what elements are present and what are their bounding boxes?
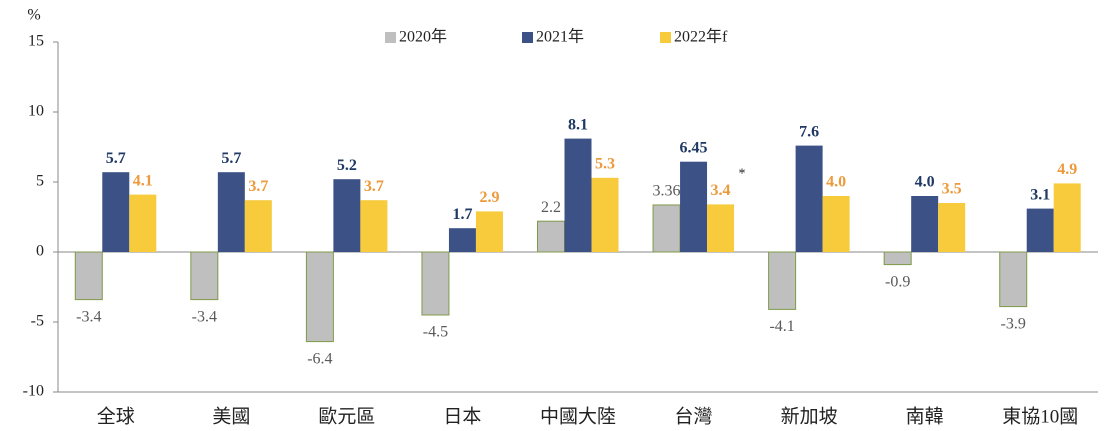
legend-swatch — [660, 32, 671, 43]
y-tick-label: 15 — [28, 33, 44, 50]
x-tick-label: 南韓 — [906, 405, 944, 427]
value-label: 7.6 — [799, 123, 819, 140]
value-label: 3.4 — [711, 182, 731, 199]
x-tick-label: 台灣 — [675, 405, 713, 427]
value-label: 2.2 — [541, 199, 561, 216]
bar — [564, 138, 592, 252]
bar — [333, 179, 361, 252]
bar — [652, 204, 681, 253]
x-tick-label: 新加坡 — [781, 405, 838, 427]
x-tick-label: 全球 — [97, 405, 135, 427]
value-label: -3.4 — [76, 308, 101, 325]
x-tick-label: 美國 — [212, 405, 250, 427]
annotation: * — [739, 167, 746, 182]
bar — [537, 220, 565, 253]
value-label: 6.45 — [680, 139, 708, 156]
bar — [795, 145, 823, 252]
bar — [448, 228, 476, 252]
bar — [129, 194, 157, 252]
value-label: 3.7 — [248, 178, 268, 195]
value-label: 5.7 — [106, 150, 126, 167]
y-tick-label: -5 — [31, 313, 44, 330]
value-label: 5.2 — [337, 157, 357, 174]
value-label: -4.5 — [423, 324, 448, 341]
value-label: -3.4 — [192, 308, 217, 325]
x-tick-label: 中國大陸 — [540, 405, 616, 427]
value-label: 3.5 — [942, 181, 962, 198]
bar — [822, 196, 850, 252]
y-tick-label: 5 — [36, 173, 44, 190]
legend-swatch — [385, 32, 396, 43]
legend-label: 2022年f — [674, 28, 728, 46]
value-label: 4.9 — [1057, 161, 1077, 178]
bar — [102, 172, 130, 252]
legend-label: 2020年 — [399, 28, 447, 46]
bar — [768, 251, 797, 310]
value-label: 3.36 — [653, 183, 681, 200]
value-label: -6.4 — [307, 350, 332, 367]
bar — [680, 161, 708, 252]
value-label: 4.0 — [826, 174, 846, 191]
bar — [591, 177, 619, 252]
value-label: 3.1 — [1030, 186, 1050, 203]
value-label: 8.1 — [568, 116, 588, 133]
bar — [938, 203, 966, 252]
y-tick-label: 10 — [28, 103, 44, 120]
bar — [190, 251, 219, 301]
bar — [883, 251, 912, 266]
legend-swatch — [522, 32, 533, 43]
x-tick-label: 歐元區 — [318, 405, 375, 427]
value-label: 5.7 — [221, 150, 241, 167]
value-label: -4.1 — [769, 318, 794, 335]
legend-label: 2021年 — [536, 28, 584, 46]
bar — [217, 172, 245, 252]
bar — [360, 200, 388, 252]
bar — [305, 251, 334, 343]
x-tick-label: 日本 — [443, 405, 481, 427]
value-label: 1.7 — [452, 206, 472, 223]
value-label: -3.9 — [1001, 315, 1026, 332]
x-tick-label: 東協10國 — [1002, 405, 1078, 427]
y-tick-label: 0 — [36, 243, 44, 260]
value-label: 2.9 — [479, 189, 499, 206]
bar — [421, 251, 450, 316]
bar — [74, 251, 103, 301]
bar — [1026, 208, 1054, 252]
bar — [244, 200, 272, 252]
y-tick-label: -10 — [23, 383, 44, 400]
value-label: -0.9 — [885, 273, 910, 290]
value-label: 4.0 — [915, 174, 935, 191]
bar — [475, 211, 503, 252]
y-axis-unit: % — [27, 7, 40, 24]
value-label: 3.7 — [364, 178, 384, 195]
bar — [911, 196, 939, 252]
bar — [999, 251, 1028, 308]
value-label: 4.1 — [133, 172, 153, 189]
bar — [1053, 183, 1081, 252]
bar — [707, 204, 735, 252]
value-label: 5.3 — [595, 155, 615, 172]
